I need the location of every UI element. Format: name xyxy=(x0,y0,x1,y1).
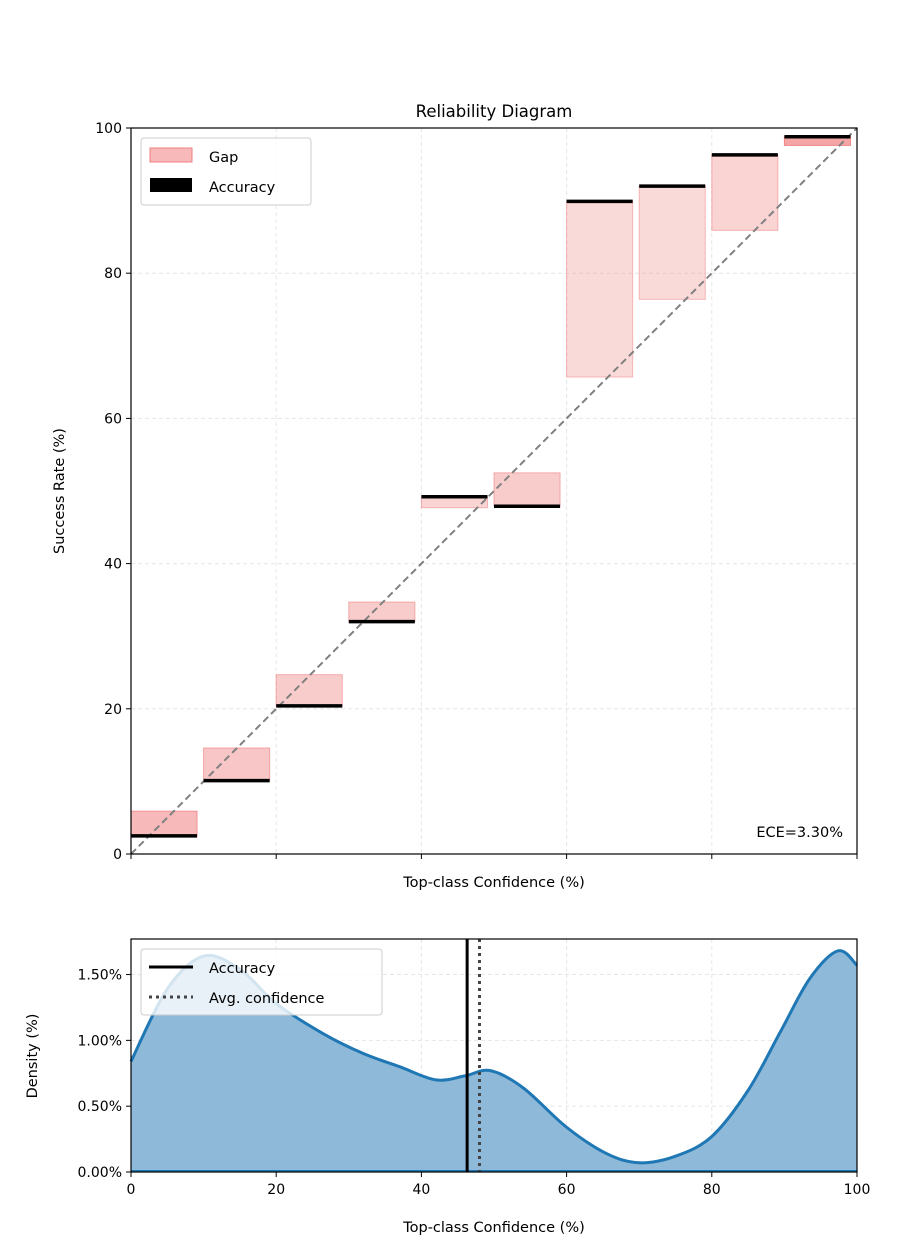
legend-accuracy-label: Accuracy xyxy=(209,961,276,977)
gap-bar xyxy=(711,154,779,231)
y-tick-label: 0 xyxy=(113,847,122,863)
legend-box xyxy=(140,948,383,1016)
x-tick-label: 40 xyxy=(412,1182,430,1198)
legend-gap-swatch xyxy=(149,147,193,163)
y-tick-label: 100 xyxy=(95,121,122,137)
x-axis-label-density: Top-class Confidence (%) xyxy=(402,1220,585,1236)
plot-frame xyxy=(130,938,858,1173)
gap-bar xyxy=(275,674,343,707)
gap-bar xyxy=(203,747,271,782)
legend-avg-confidence-label: Avg. confidence xyxy=(209,991,325,1007)
x-tick-label: 0 xyxy=(127,1182,136,1198)
x-tick-label: 100 xyxy=(844,1182,871,1198)
x-axis-label: Top-class Confidence (%) xyxy=(402,875,585,891)
chart-title: Reliability Diagram xyxy=(416,102,573,121)
grid xyxy=(131,128,857,854)
legend: Accuracy Avg. confidence xyxy=(140,948,383,1016)
y-axis-label: Success Rate (%) xyxy=(52,428,68,554)
gap-bar xyxy=(348,601,416,623)
legend: Gap Accuracy xyxy=(140,137,312,206)
gap-bar xyxy=(493,472,561,507)
y-tick-label: 60 xyxy=(104,411,122,427)
legend-gap-label: Gap xyxy=(209,150,238,166)
y-tick-label: 40 xyxy=(104,557,122,573)
y-axis-label-density: Density (%) xyxy=(25,1014,41,1099)
diagonal-line xyxy=(130,127,858,855)
x-tick-label: 80 xyxy=(703,1182,721,1198)
y-tick-label: 0.50% xyxy=(78,1099,122,1115)
reliability-diagram: Reliability Diagram Top-class Confidence… xyxy=(52,102,858,891)
y-tick-label: 80 xyxy=(104,266,122,282)
density-area xyxy=(131,950,857,1172)
gap-bar xyxy=(130,810,198,837)
x-tick-label: 60 xyxy=(558,1182,576,1198)
y-tick-label: 20 xyxy=(104,702,122,718)
y-tick-label: 1.50% xyxy=(78,968,122,984)
plot-frame xyxy=(130,127,858,855)
y-tick-label: 0.00% xyxy=(78,1165,122,1181)
legend-accuracy-label: Accuracy xyxy=(209,180,276,196)
x-tick-label: 20 xyxy=(267,1182,285,1198)
gap-bar xyxy=(566,200,634,378)
gap-bar xyxy=(638,185,706,300)
y-tick-label: 1.00% xyxy=(78,1033,122,1049)
ece-annotation: ECE=3.30% xyxy=(756,825,843,841)
density-plot: Top-class Confidence (%) Density (%) 0 20… xyxy=(25,938,871,1236)
legend-accuracy-swatch xyxy=(150,178,192,192)
